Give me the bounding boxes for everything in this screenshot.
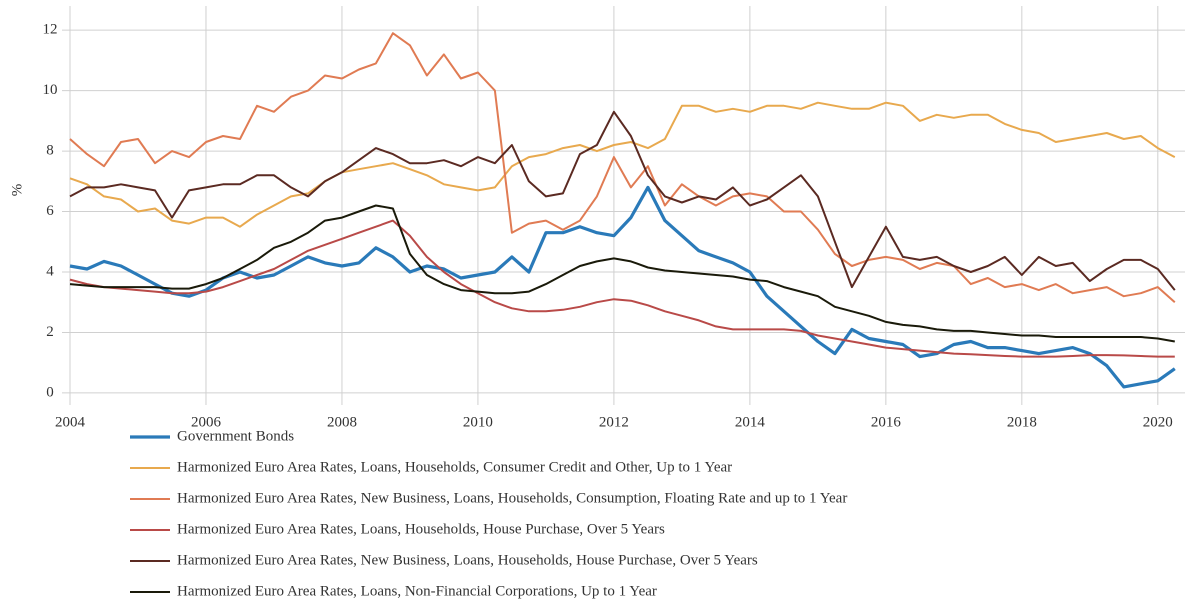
series-line (69, 32, 1176, 303)
legend-label: Harmonized Euro Area Rates, Loans, Non-F… (177, 583, 657, 599)
series-line (69, 219, 1175, 358)
series-line (69, 110, 1176, 291)
x-tick-label: 2018 (1007, 414, 1037, 430)
y-tick-label: 4 (46, 263, 54, 279)
y-axis-label: % (9, 184, 25, 197)
y-tick-label: 0 (46, 384, 54, 400)
y-tick-label: 6 (46, 203, 54, 219)
x-tick-label: 2012 (599, 414, 629, 430)
x-tick-label: 2004 (55, 414, 86, 430)
y-tick-label: 8 (46, 143, 54, 159)
legend-label: Harmonized Euro Area Rates, Loans, House… (177, 521, 665, 537)
x-tick-label: 2020 (1143, 414, 1173, 430)
y-tick-label: 12 (43, 22, 58, 38)
x-tick-label: 2014 (735, 414, 766, 430)
series-line (69, 101, 1176, 228)
legend-label: Harmonized Euro Area Rates, Loans, House… (177, 459, 732, 475)
legend-label: Harmonized Euro Area Rates, New Business… (177, 552, 758, 568)
x-tick-label: 2016 (871, 414, 902, 430)
y-tick-label: 2 (46, 324, 54, 340)
legend-label: Government Bonds (177, 428, 294, 444)
x-tick-label: 2008 (327, 414, 357, 430)
x-tick-label: 2010 (463, 414, 493, 430)
legend-label: Harmonized Euro Area Rates, New Business… (177, 490, 847, 506)
series-line (69, 204, 1175, 343)
x-tick-label: 2006 (191, 414, 222, 430)
y-tick-label: 10 (43, 82, 58, 98)
